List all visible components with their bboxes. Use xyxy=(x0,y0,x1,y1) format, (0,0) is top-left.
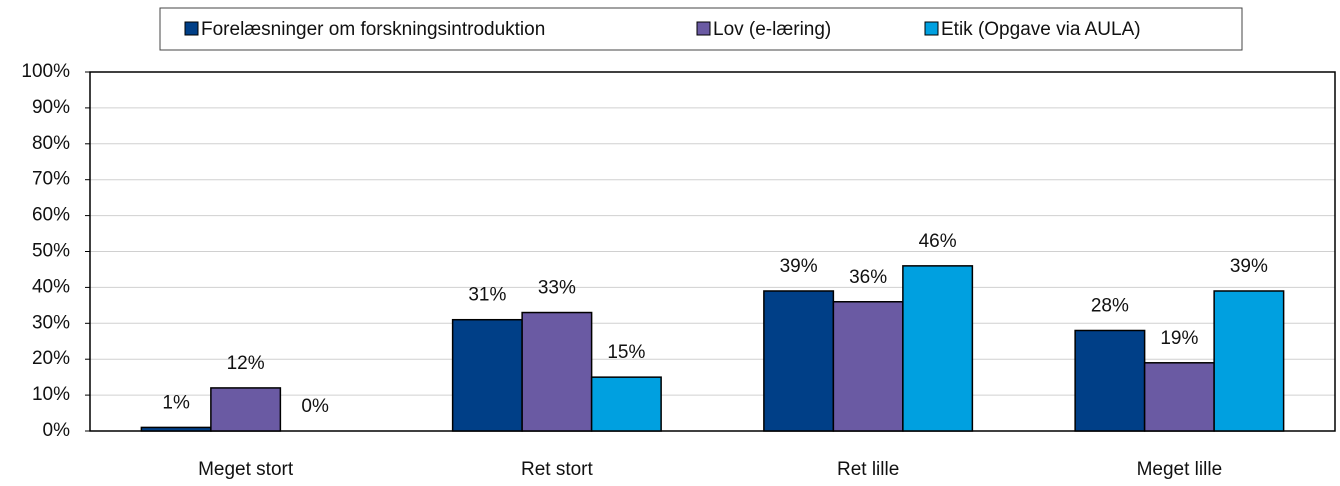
data-label: 12% xyxy=(227,353,265,374)
y-tick-label: 60% xyxy=(32,205,70,226)
bar xyxy=(832,301,904,432)
bar xyxy=(902,265,974,432)
data-label: 28% xyxy=(1091,295,1129,316)
bar xyxy=(1143,362,1215,432)
legend-label: Lov (e-læring) xyxy=(713,19,831,40)
data-label: 39% xyxy=(780,256,818,277)
bar xyxy=(763,290,835,432)
bar xyxy=(210,387,282,432)
bar xyxy=(590,376,662,432)
data-label: 19% xyxy=(1160,328,1198,349)
legend-swatch xyxy=(924,21,939,36)
data-label: 36% xyxy=(849,267,887,288)
y-tick-label: 80% xyxy=(32,133,70,154)
data-label: 33% xyxy=(538,278,576,299)
bar xyxy=(140,426,212,432)
y-tick-label: 70% xyxy=(32,169,70,190)
y-tick-label: 90% xyxy=(32,97,70,118)
legend-label: Etik (Opgave via AULA) xyxy=(941,19,1141,40)
data-label: 39% xyxy=(1230,256,1268,277)
data-label: 15% xyxy=(607,342,645,363)
bar xyxy=(1074,329,1146,432)
legend-label: Forelæsninger om forskningsintroduktion xyxy=(201,19,545,40)
bar xyxy=(521,311,593,432)
bar xyxy=(451,318,523,432)
plot-frame xyxy=(89,71,1336,432)
data-label: 1% xyxy=(162,392,190,413)
y-tick-label: 10% xyxy=(32,384,70,405)
y-tick-label: 20% xyxy=(32,348,70,369)
data-label: 0% xyxy=(301,396,329,417)
y-tick-label: 30% xyxy=(32,312,70,333)
y-tick-label: 0% xyxy=(43,420,71,441)
x-tick-label: Ret lille xyxy=(837,459,899,480)
bar xyxy=(1213,290,1285,432)
data-label: 31% xyxy=(468,285,506,306)
x-tick-label: Meget lille xyxy=(1137,459,1223,480)
data-label: 46% xyxy=(919,231,957,252)
y-tick-label: 40% xyxy=(32,276,70,297)
x-tick-label: Ret stort xyxy=(521,459,594,480)
legend-swatch xyxy=(696,21,711,36)
y-tick-label: 100% xyxy=(21,61,70,82)
x-tick-label: Meget stort xyxy=(198,459,294,480)
y-tick-label: 50% xyxy=(32,241,70,262)
legend-swatch xyxy=(184,21,199,36)
